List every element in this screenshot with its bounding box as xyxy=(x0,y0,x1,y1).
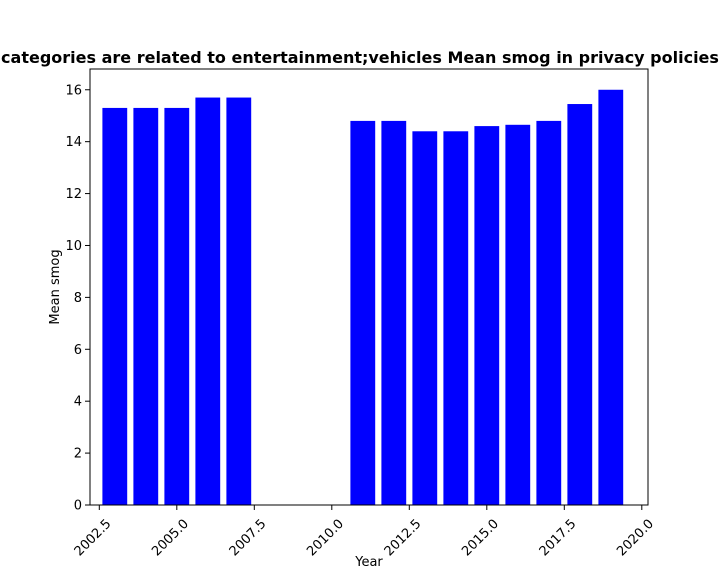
y-tick-label: 4 xyxy=(74,395,82,410)
y-tick-label: 0 xyxy=(74,499,82,514)
x-tick-label: 2017.5 xyxy=(537,517,580,560)
bar-2015 xyxy=(474,126,500,505)
x-tick-label: 2012.5 xyxy=(382,517,425,560)
x-tick-label: 2005.0 xyxy=(149,517,192,560)
bar-2012 xyxy=(381,120,407,506)
bars-group xyxy=(102,89,624,506)
bar-2013 xyxy=(412,131,438,506)
x-tick-label: 2015.0 xyxy=(459,517,502,560)
bar-2019 xyxy=(598,89,624,505)
bar-2016 xyxy=(505,124,531,506)
y-tick-label: 8 xyxy=(74,291,82,306)
plot-frame xyxy=(89,68,649,506)
bar-2003 xyxy=(102,107,128,505)
y-tick-label: 16 xyxy=(65,83,82,98)
bar-2007 xyxy=(226,97,252,506)
bar-2014 xyxy=(443,131,469,506)
x-axis-label: Year xyxy=(354,555,383,570)
y-tick-label: 10 xyxy=(65,239,82,254)
x-axis-ticks: 2002.5 2005.0 2007.5 2010.0 2012.5 2015.0 2017… xyxy=(72,505,657,559)
bar-2018 xyxy=(567,104,593,506)
y-tick-label: 2 xyxy=(74,447,82,462)
x-tick-label: 2020.0 xyxy=(614,517,657,560)
y-axis-ticks: 0 2 4 6 8 10 12 14 16 xyxy=(65,83,90,514)
x-tick-label: 2010.0 xyxy=(304,517,347,560)
x-tick-label: 2002.5 xyxy=(72,517,115,560)
y-tick-label: 14 xyxy=(65,135,82,150)
bar-2004 xyxy=(133,107,159,505)
chart-title: categories are related to entertainment;… xyxy=(1,48,719,67)
bar-2011 xyxy=(350,120,376,506)
bar-2005 xyxy=(164,107,190,505)
y-tick-label: 12 xyxy=(65,187,82,202)
y-tick-label: 6 xyxy=(74,343,82,358)
y-axis-label: Mean smog xyxy=(48,249,63,324)
bar-2006 xyxy=(195,97,221,506)
x-tick-label: 2007.5 xyxy=(227,517,270,560)
bar-2017 xyxy=(536,120,562,506)
